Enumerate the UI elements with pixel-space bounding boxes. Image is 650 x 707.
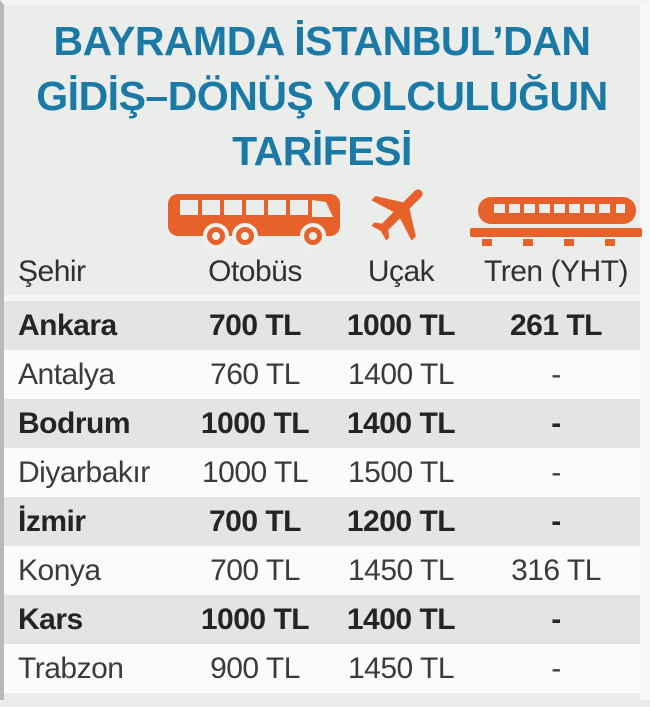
city-name: Trabzon — [18, 651, 124, 685]
plane-price: 1500 TL — [347, 455, 455, 489]
title-line-2: GİDİŞ–DÖNÜŞ YOLCULUĞUN — [36, 73, 608, 119]
city-name: Ankara — [18, 308, 117, 342]
bus-price: 700 TL — [210, 553, 300, 587]
bus-icon — [168, 179, 340, 249]
bus-price: 900 TL — [210, 651, 300, 685]
table-row-ankara: Ankara 700 TL 1000 TL 261 TL — [4, 301, 640, 350]
city-name: Kars — [18, 602, 83, 636]
title-line-1: BAYRAMDA İSTANBUL’DAN — [53, 18, 591, 64]
table-row-kars: Kars 1000 TL 1400 TL - — [4, 595, 640, 644]
plane-price: 1000 TL — [346, 308, 456, 342]
city-name: Konya — [18, 553, 101, 587]
city-name: İzmir — [18, 504, 86, 538]
column-header-city: Şehir — [18, 255, 86, 288]
plane-price: 1400 TL — [346, 406, 456, 440]
table-row-antalya: Antalya 760 TL 1400 TL - — [4, 350, 640, 399]
train-price: 316 TL — [511, 553, 601, 587]
column-header-plane: Uçak — [367, 255, 435, 288]
plane-price: 1400 TL — [347, 357, 455, 391]
header-divider — [4, 295, 640, 301]
title-line-3: TARİFESİ — [232, 128, 412, 174]
bus-price: 700 TL — [208, 504, 302, 538]
bus-price: 700 TL — [208, 308, 302, 342]
page-title: BAYRAMDA İSTANBUL’DAN GİDİŞ–DÖNÜŞ YOLCUL… — [4, 5, 640, 179]
table-row-trabzon: Trabzon 900 TL 1450 TL - — [4, 644, 640, 693]
column-header-train: Tren (YHT) — [484, 255, 628, 288]
column-header-bus: Otobüs — [208, 255, 302, 288]
bus-price: 1000 TL — [200, 406, 310, 440]
table-row-bodrum: Bodrum 1000 TL 1400 TL - — [4, 399, 640, 448]
bus-price: 1000 TL — [201, 455, 309, 489]
plane-price: 1400 TL — [346, 602, 456, 636]
plane-icon — [330, 179, 472, 249]
plane-price: 1450 TL — [347, 651, 455, 685]
bus-price: 760 TL — [210, 357, 300, 391]
table-row-izmir: İzmir 700 TL 1200 TL - — [4, 497, 640, 546]
plane-price: 1200 TL — [346, 504, 456, 538]
train-price: - — [551, 504, 561, 538]
city-name: Antalya — [18, 357, 115, 391]
city-name: Diyarbakır — [18, 455, 150, 489]
train-price: - — [551, 357, 561, 391]
train-price: - — [551, 455, 561, 489]
train-icon — [470, 179, 642, 249]
train-price: - — [551, 651, 561, 685]
icons-row-spacer — [4, 179, 180, 249]
table-row-konya: Konya 700 TL 1450 TL 316 TL — [4, 546, 640, 595]
train-price: - — [551, 602, 561, 636]
bus-price: 1000 TL — [200, 602, 310, 636]
table-header: Şehir Otobüs Uçak Tren (YHT) — [4, 249, 640, 295]
plane-price: 1450 TL — [347, 553, 455, 587]
table-row-diyarbakir: Diyarbakır 1000 TL 1500 TL - — [4, 448, 640, 497]
train-price: 261 TL — [509, 308, 603, 342]
transport-icons-row — [4, 179, 642, 249]
train-price: - — [551, 406, 561, 440]
city-name: Bodrum — [18, 406, 131, 440]
bottom-margin — [4, 693, 640, 707]
